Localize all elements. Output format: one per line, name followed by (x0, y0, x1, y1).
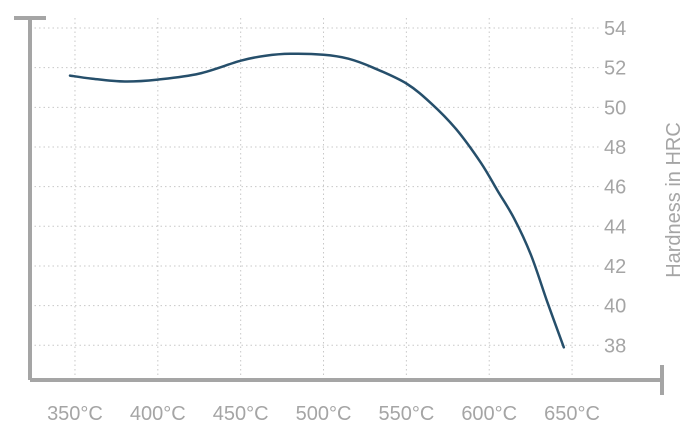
y-tick-label: 46 (604, 177, 626, 199)
y-tick-label: 54 (604, 18, 626, 40)
x-tick-label: 550°C (378, 403, 434, 425)
y-tick-label: 42 (604, 256, 626, 278)
grid-lines (30, 18, 600, 380)
y-tick-label: 44 (604, 216, 626, 238)
y-tick-label: 40 (604, 296, 626, 318)
y-tick-label: 52 (604, 58, 626, 80)
x-tick-label: 350°C (47, 403, 103, 425)
x-tick-labels: 350°C 400°C 450°C 500°C 550°C 600°C 650°C (47, 403, 600, 425)
x-tick-label: 500°C (296, 403, 352, 425)
y-tick-label: 50 (604, 97, 626, 119)
x-tick-label: 650°C (544, 403, 600, 425)
x-tick-label: 400°C (130, 403, 186, 425)
y-tick-labels: 38 40 42 44 46 48 50 52 54 (604, 18, 626, 357)
axes (14, 16, 664, 395)
y-tick-label: 48 (604, 137, 626, 159)
y-axis-title: Hardness in HRC (663, 122, 685, 278)
hardness-series-line (68, 52, 566, 349)
x-tick-label: 600°C (461, 403, 517, 425)
y-tick-label: 38 (604, 335, 626, 357)
x-tick-label: 450°C (213, 403, 269, 425)
